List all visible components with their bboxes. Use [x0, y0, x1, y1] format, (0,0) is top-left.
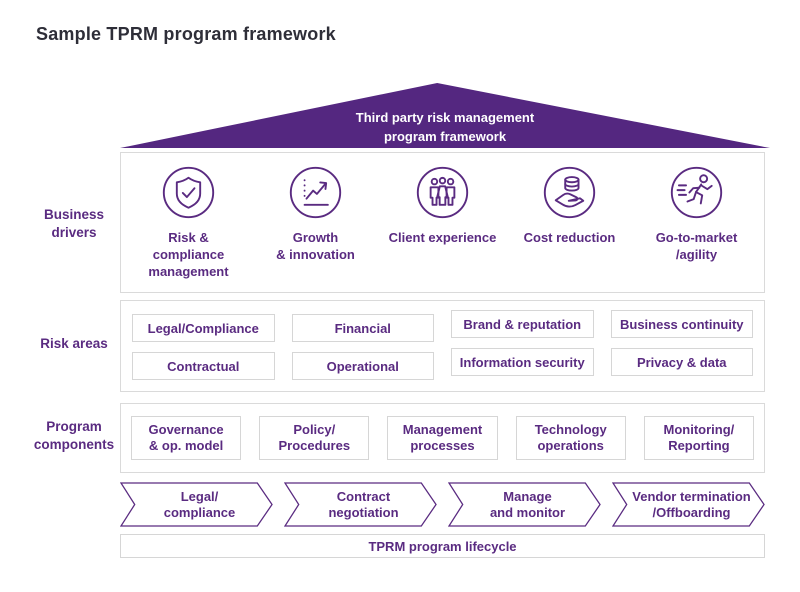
lifecycle-bar-label: TPRM program lifecycle	[368, 538, 517, 554]
shield-check-icon	[162, 166, 215, 219]
program-components-grid: Governance & op. model Policy/ Procedure…	[121, 404, 764, 472]
stage-label: Legal/ compliance	[163, 488, 236, 520]
component-management-processes: Management processes	[387, 416, 498, 460]
driver-go-to-market: Go-to-market /agility	[633, 164, 760, 263]
risk-box-financial: Financial	[291, 314, 434, 342]
page-title: Sample TPRM program framework	[36, 24, 336, 44]
stage-label: Contract negotiation	[328, 488, 399, 520]
program-components-section: Governance & op. model Policy/ Procedure…	[120, 403, 765, 473]
chevron-arrow-shape	[284, 482, 437, 527]
driver-risk-compliance: Risk & compliance management	[125, 164, 252, 280]
running-person-icon	[670, 166, 723, 219]
risk-box-operational: Operational	[291, 352, 434, 380]
people-group-icon	[416, 166, 469, 219]
risk-box-contractual: Contractual	[132, 352, 275, 380]
risk-box-legal-compliance: Legal/Compliance	[132, 314, 275, 342]
chevron-arrow-shape	[120, 482, 273, 527]
risk-areas-grid: Legal/Compliance Financial Brand & reput…	[121, 301, 764, 391]
business-drivers-section: Risk & compliance management Growth & in…	[120, 152, 765, 293]
driver-label: Risk & compliance management	[148, 230, 229, 279]
risk-box-brand-reputation: Brand & reputation	[451, 310, 594, 338]
driver-label: Growth & innovation	[276, 230, 355, 262]
component-monitoring-reporting: Monitoring/ Reporting	[643, 416, 754, 460]
risk-box-privacy-data: Privacy & data	[610, 348, 753, 376]
driver-cost-reduction: Cost reduction	[506, 164, 633, 246]
driver-client-experience: Client experience	[379, 164, 506, 246]
framework-banner: Third party risk management program fram…	[120, 83, 770, 148]
risk-areas-section: Legal/Compliance Financial Brand & reput…	[120, 300, 765, 392]
row-label-risk-areas: Risk areas	[40, 336, 108, 351]
driver-label: Client experience	[388, 230, 497, 245]
business-drivers-row: Risk & compliance management Growth & in…	[121, 153, 764, 292]
stage-label: Manage and monitor	[489, 488, 566, 520]
lifecycle-stages-row: Legal/ compliance Contract negotiation M…	[120, 482, 765, 527]
driver-label: Go-to-market /agility	[655, 230, 738, 262]
lifecycle-bar: TPRM program lifecycle	[120, 534, 765, 558]
chevron-arrow-shape	[448, 482, 601, 527]
coins-hand-icon	[543, 166, 596, 219]
stage-legal-compliance: Legal/ compliance	[120, 482, 273, 527]
component-policy-procedures: Policy/ Procedures	[259, 416, 370, 460]
framework-banner-label: Third party risk management program fram…	[355, 110, 535, 144]
stage-label: Vendor termination /Offboarding	[632, 488, 751, 520]
row-label-business-drivers: Business drivers	[43, 207, 105, 240]
growth-chart-icon	[289, 166, 342, 219]
stage-vendor-termination: Vendor termination /Offboarding	[612, 482, 765, 527]
driver-label: Cost reduction	[523, 230, 616, 245]
chevron-arrow-shape	[612, 482, 765, 527]
row-label-program-components: Program components	[33, 419, 115, 452]
component-technology-operations: Technology operations	[515, 416, 626, 460]
risk-box-information-security: Information security	[451, 348, 594, 376]
stage-manage-monitor: Manage and monitor	[448, 482, 601, 527]
risk-box-business-continuity: Business continuity	[610, 310, 753, 338]
stage-contract-negotiation: Contract negotiation	[284, 482, 437, 527]
driver-growth-innovation: Growth & innovation	[252, 164, 379, 263]
component-governance-op-model: Governance & op. model	[131, 416, 242, 460]
